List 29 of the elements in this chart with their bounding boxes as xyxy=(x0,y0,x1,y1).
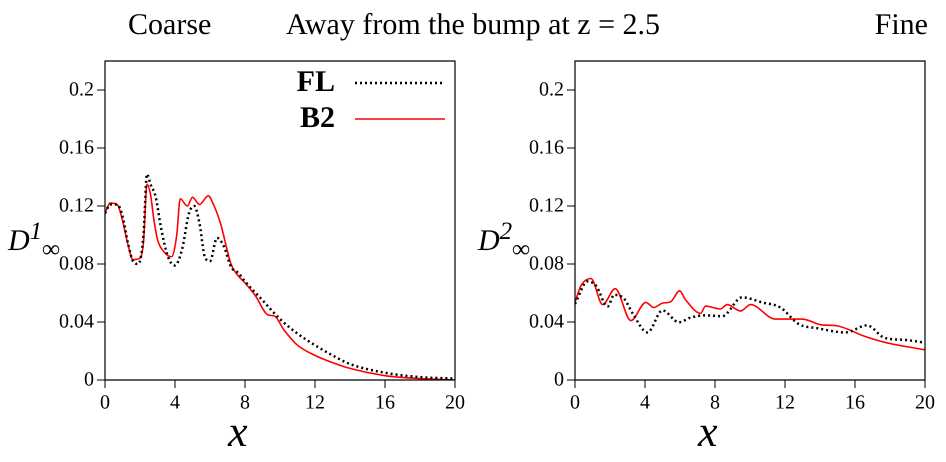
x-tick-label: 0 xyxy=(100,391,110,414)
x-tick-label: 4 xyxy=(170,391,180,414)
x-tick-label: 16 xyxy=(375,391,395,414)
y-tick-label: 0.12 xyxy=(59,194,94,216)
x-tick-label: 8 xyxy=(240,391,250,414)
x-tick-label: 4 xyxy=(640,391,650,414)
y-tick-label: 0.16 xyxy=(529,136,564,158)
y-tick-label: 0.16 xyxy=(59,136,94,158)
x-tick-label: 8 xyxy=(710,391,720,414)
x-tick-label: 20 xyxy=(915,391,935,414)
x-tick-label: 12 xyxy=(775,391,795,414)
y-tick-label: 0.08 xyxy=(529,252,564,274)
legend-label: B2 xyxy=(300,100,335,134)
y-tick-label: 0.08 xyxy=(59,252,94,274)
y-tick-label: 0 xyxy=(554,368,564,390)
y-tick-label: 0.04 xyxy=(59,310,94,332)
x-tick-label: 12 xyxy=(305,391,325,414)
y-tick-label: 0.2 xyxy=(69,78,94,100)
y-tick-label: 0.2 xyxy=(539,78,564,100)
y-tick-label: 0.04 xyxy=(529,310,564,332)
y-tick-label: 0.12 xyxy=(529,194,564,216)
chart-title: Coarse xyxy=(128,8,212,42)
x-tick-label: 20 xyxy=(445,391,465,414)
text: Away from the bump at z = 2.5 xyxy=(286,8,660,41)
chart-title: Fine xyxy=(874,8,928,42)
x-tick-label: 0 xyxy=(570,391,580,414)
legend-label: FL xyxy=(296,64,335,98)
x-tick-label: 16 xyxy=(845,391,865,414)
y-tick-label: 0 xyxy=(84,368,94,390)
